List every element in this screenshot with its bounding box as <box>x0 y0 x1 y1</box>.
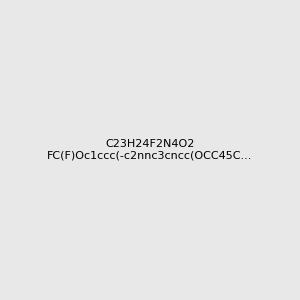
Text: C23H24F2N4O2
FC(F)Oc1ccc(-c2nnc3cncc(OCC45C...: C23H24F2N4O2 FC(F)Oc1ccc(-c2nnc3cncc(OCC… <box>47 139 253 161</box>
